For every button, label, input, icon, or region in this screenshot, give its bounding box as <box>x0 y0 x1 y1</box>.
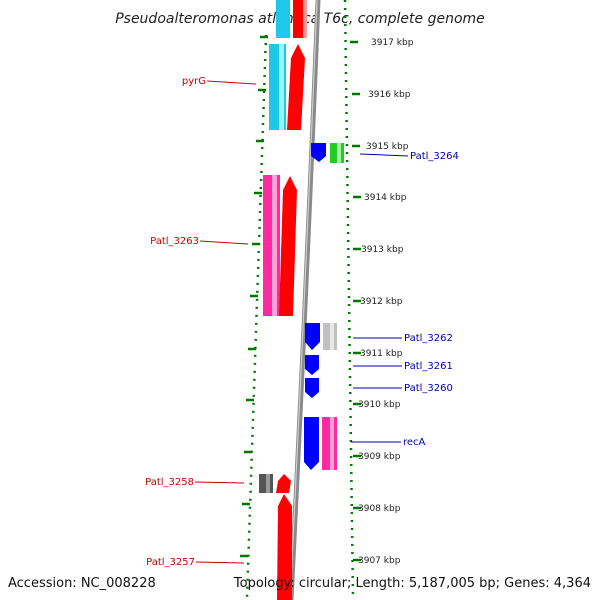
genome-summary-text: Topology: circular; Length: 5,187,005 bp… <box>233 576 591 591</box>
gene-label[interactable]: Patl_3257 <box>146 557 195 568</box>
gene-blue-reverse-2[interactable] <box>305 323 320 350</box>
gene-red-forward-2[interactable] <box>279 176 297 316</box>
kbp-label: 3916 kbp <box>368 90 411 100</box>
kbp-label: 3911 kbp <box>360 349 403 359</box>
gene-label[interactable]: Patl_3258 <box>145 477 194 488</box>
gene-Patl_3264-shine <box>337 143 341 163</box>
gene-blue-reverse-1[interactable] <box>311 143 326 162</box>
gene-red-forward-3[interactable] <box>276 474 291 493</box>
gene-Patl_3263-shine <box>272 175 277 316</box>
kbp-label: 3910 kbp <box>358 400 401 410</box>
gene-blue-reverse-recA[interactable] <box>304 417 319 470</box>
kbp-labels: 3917 kbp 3916 kbp 3915 kbp 3914 kbp 3913… <box>358 38 414 566</box>
genome-backbone <box>288 0 321 600</box>
gene-pyrG-shine <box>279 44 284 130</box>
gene-label[interactable]: recA <box>403 437 426 448</box>
gene-label[interactable]: Patl_3262 <box>404 333 453 344</box>
kbp-label: 3915 kbp <box>366 142 409 152</box>
left-ticks <box>240 35 268 558</box>
genome-backbone-highlight <box>289 0 318 600</box>
kbp-label: 3912 kbp <box>360 297 403 307</box>
right-label-lines <box>351 153 409 443</box>
gene-recA-shine <box>330 417 334 470</box>
left-label-lines <box>194 80 257 564</box>
gene-Patl_3257[interactable] <box>277 494 292 600</box>
gene-red-forward-1[interactable] <box>287 44 305 130</box>
gene-Patl_3263[interactable] <box>263 175 280 316</box>
gene-label[interactable]: Patl_3261 <box>404 361 453 372</box>
kbp-label: 3909 kbp <box>358 452 401 462</box>
gene-label[interactable]: Patl_3263 <box>150 236 199 247</box>
kbp-label: 3914 kbp <box>364 193 407 203</box>
gene-recA[interactable] <box>322 417 337 470</box>
kbp-label: 3917 kbp <box>371 38 414 48</box>
gene-Patl_3261[interactable] <box>305 355 319 375</box>
gene-Patl_3260[interactable] <box>305 378 319 398</box>
left-dotted-rail <box>245 34 268 599</box>
gene-red-top-shine <box>303 0 307 38</box>
kbp-label: 3907 kbp <box>358 556 401 566</box>
gene-label[interactable]: pyrG <box>182 76 206 87</box>
kbp-label: 3913 kbp <box>361 245 404 255</box>
right-ticks <box>350 40 361 562</box>
right-dotted-rail <box>343 0 355 599</box>
gene-Patl_3262-shine <box>330 323 334 350</box>
gene-cyan-top[interactable] <box>276 0 290 38</box>
gene-label[interactable]: Patl_3260 <box>404 383 453 394</box>
gene-label[interactable]: Patl_3264 <box>410 151 459 162</box>
kbp-label: 3908 kbp <box>358 504 401 514</box>
gene-Patl_3258-shine <box>266 474 270 493</box>
accession-text: Accession: NC_008228 <box>8 576 156 591</box>
